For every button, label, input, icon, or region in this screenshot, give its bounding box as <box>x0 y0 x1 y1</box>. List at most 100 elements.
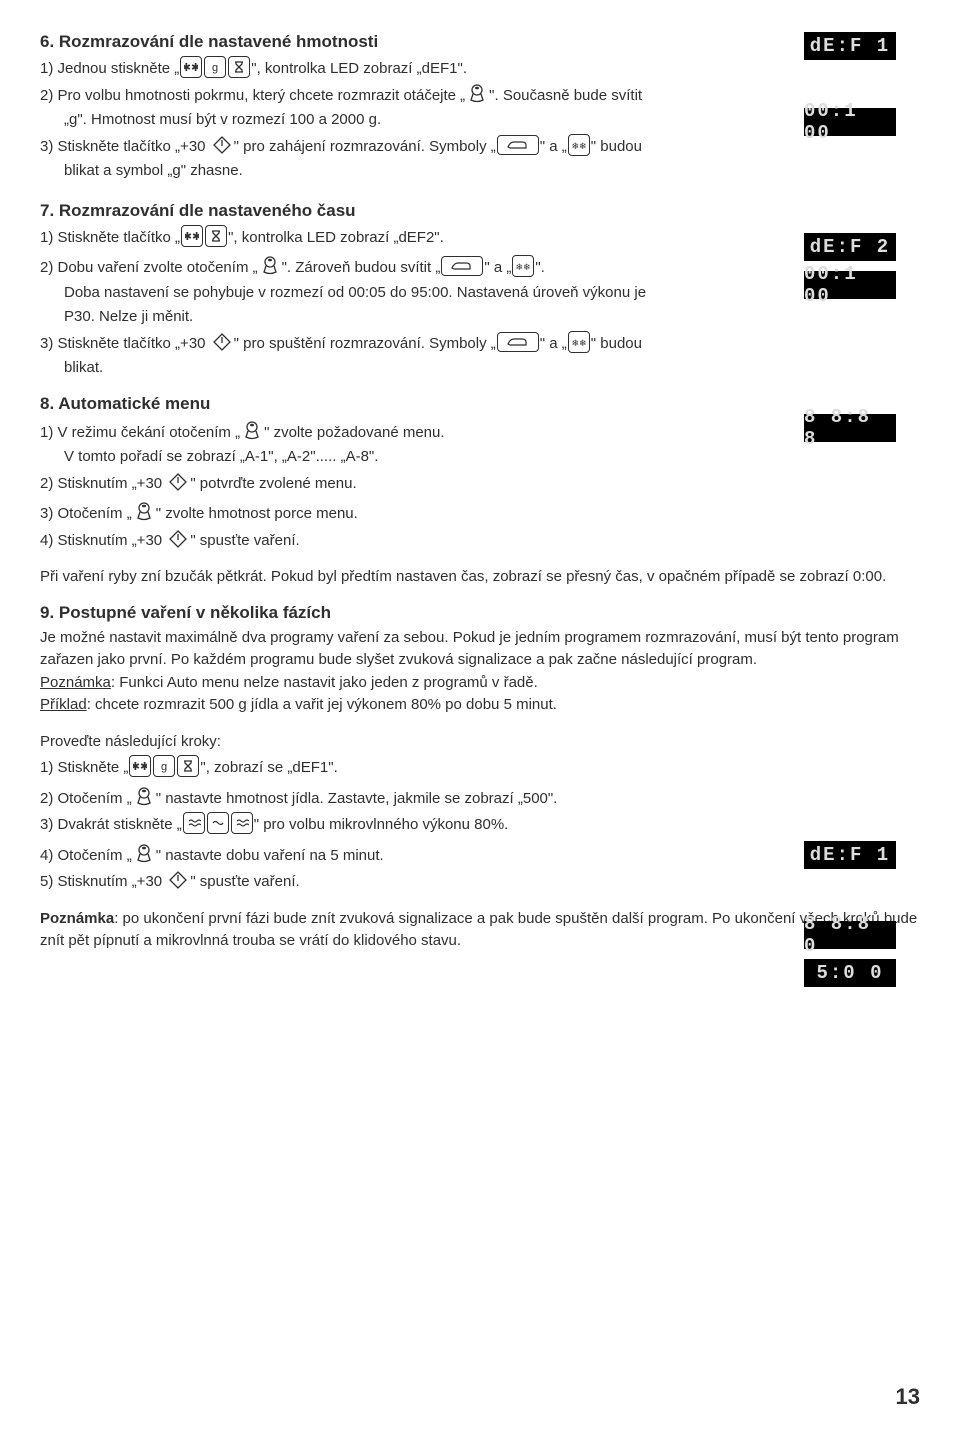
svg-text:❄❄: ❄❄ <box>572 141 586 151</box>
text: ", zobrazí se „dEF1". <box>200 759 337 776</box>
text: ". Současně bude svítit <box>489 86 642 103</box>
snowflake-icon: ❄❄ <box>568 331 590 353</box>
text: 3) Stiskněte tlačítko „+30 <box>40 334 210 351</box>
start-icon <box>211 331 233 353</box>
snowflake-icon: ✱✱ <box>180 56 202 78</box>
text: 3) Dvakrát stiskněte „ <box>40 816 182 833</box>
text: " a „ <box>540 137 567 154</box>
steps-intro: Proveďte následující kroky: <box>40 731 928 754</box>
start-icon <box>167 528 189 550</box>
text: " spusťte vaření. <box>190 873 299 890</box>
snowflake-icon: ❄❄ <box>568 134 590 156</box>
display-text: dE:F 1 <box>810 35 890 57</box>
hand-icon <box>497 332 539 352</box>
hourglass-icon <box>228 56 250 78</box>
text: " pro spuštění rozmrazování. Symboly „ <box>234 334 496 351</box>
display-def1-b: dE:F 1 <box>804 841 896 869</box>
text: „g". Hmotnost musí být v rozmezí 100 a 2… <box>40 109 830 132</box>
dial-knob-icon <box>133 501 155 523</box>
text: " zvolte požadované menu. <box>264 423 444 440</box>
dial-knob-icon <box>259 255 281 277</box>
text: " pro zahájení rozmrazování. Symboly „ <box>234 137 496 154</box>
wave-icon <box>183 812 205 834</box>
snowflake-icon: ✱✱ <box>181 225 203 247</box>
text: : chcete rozmrazit 500 g jídla a vařit j… <box>87 696 557 713</box>
text: " spusťte vaření. <box>190 531 299 548</box>
display-text: 5:0 0 <box>816 962 883 984</box>
text: " budou <box>591 334 642 351</box>
text: " nastavte dobu vaření na 5 minut. <box>156 846 384 863</box>
text: ". <box>535 259 545 276</box>
hand-icon <box>441 256 483 276</box>
final-note-label: Poznámka <box>40 910 114 927</box>
svg-text:✱✱: ✱✱ <box>133 761 147 773</box>
wave-icon <box>207 812 229 834</box>
text: " nastavte hmotnost jídla. Zastavte, jak… <box>156 789 558 806</box>
text: V tomto pořadí se zobrazí „A-1", „A-2"..… <box>40 446 830 469</box>
display-text: 00:1 00 <box>804 263 896 307</box>
text: Doba nastavení se pohybuje v rozmezí od … <box>40 282 830 305</box>
snowflake-icon: ❄❄ <box>512 255 534 277</box>
display-text: 8 8:8 0 <box>804 913 896 957</box>
svg-text:✱✱: ✱✱ <box>184 62 198 74</box>
svg-text:❄❄: ❄❄ <box>516 262 530 272</box>
text: Při vaření ryby zní bzučák pětkrát. Poku… <box>40 566 928 589</box>
section-8-title: 8. Automatické menu <box>40 394 830 414</box>
start-icon <box>167 471 189 493</box>
display-0100: 00:1 00 <box>804 108 896 136</box>
text: 1) Stiskněte „ <box>40 759 128 776</box>
text: 1) V režimu čekání otočením „ <box>40 423 240 440</box>
text: ", kontrolka LED zobrazí „dEF1". <box>251 60 467 77</box>
text: ". Zároveň budou svítit „ <box>282 259 441 276</box>
dial-knob-icon <box>466 83 488 105</box>
start-icon <box>211 134 233 156</box>
text: 4) Otočením „ <box>40 846 132 863</box>
text: blikat a symbol „g" zhasne. <box>40 160 830 183</box>
display-text: dE:F 2 <box>810 236 890 258</box>
text: ", kontrolka LED zobrazí „dEF2". <box>228 228 444 245</box>
snowflake-icon: ✱✱ <box>129 755 151 777</box>
page-number: 13 <box>896 1384 920 1410</box>
start-icon <box>167 869 189 891</box>
display-8888: 8 8:8 8 <box>804 414 896 442</box>
text: 2) Otočením „ <box>40 789 132 806</box>
dial-knob-icon <box>241 420 263 442</box>
note-label: Poznámka <box>40 674 111 691</box>
svg-text:g: g <box>161 761 167 773</box>
text: 4) Stisknutím „+30 <box>40 531 166 548</box>
text: " budou <box>591 137 642 154</box>
text: Je možné nastavit maximálně dva programy… <box>40 627 928 672</box>
text: blikat. <box>40 357 830 380</box>
text: 1) Stiskněte tlačítko „ <box>40 228 180 245</box>
text: 2) Stisknutím „+30 <box>40 474 166 491</box>
text: 2) Dobu vaření zvolte otočením „ <box>40 259 258 276</box>
hourglass-icon <box>177 755 199 777</box>
hand-icon <box>497 135 539 155</box>
svg-text:g: g <box>212 62 218 74</box>
display-def2: dE:F 2 <box>804 233 896 261</box>
text: " zvolte hmotnost porce menu. <box>156 505 358 522</box>
text: " potvrďte zvolené menu. <box>190 474 356 491</box>
text: 5) Stisknutím „+30 <box>40 873 166 890</box>
display-text: 8 8:8 8 <box>804 406 896 450</box>
text: 3) Otočením „ <box>40 505 132 522</box>
display-def1: dE:F 1 <box>804 32 896 60</box>
weight-g-icon: g <box>204 56 226 78</box>
svg-text:❄❄: ❄❄ <box>572 338 586 348</box>
text: 3) Stiskněte tlačítko „+30 <box>40 137 210 154</box>
display-text: 00:1 00 <box>804 100 896 144</box>
hourglass-icon <box>205 225 227 247</box>
text: : po ukončení první fázi bude znít zvuko… <box>40 910 917 950</box>
display-0100-b: 00:1 00 <box>804 271 896 299</box>
display-8880: 8 8:8 0 <box>804 921 896 949</box>
svg-text:✱✱: ✱✱ <box>185 231 199 243</box>
text: 2) Pro volbu hmotnosti pokrmu, který chc… <box>40 86 465 103</box>
example-label: Příklad <box>40 696 87 713</box>
dial-knob-icon <box>133 843 155 865</box>
text: " a „ <box>484 259 511 276</box>
wave-icon <box>231 812 253 834</box>
dial-knob-icon <box>133 786 155 808</box>
text: " a „ <box>540 334 567 351</box>
text: P30. Nelze ji měnit. <box>40 306 830 329</box>
text: : Funkci Auto menu nelze nastavit jako j… <box>111 674 538 691</box>
